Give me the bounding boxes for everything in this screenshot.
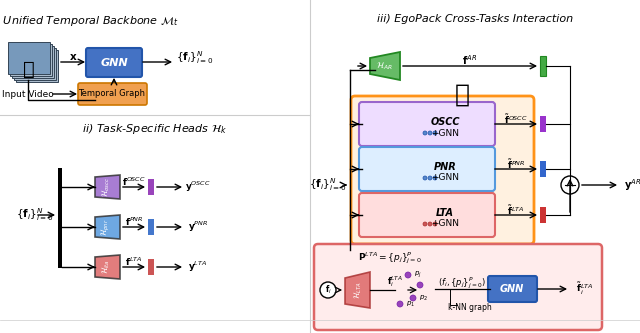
Text: $p_1$: $p_1$ (406, 299, 415, 309)
Text: $\left\{\mathbf{f}_i\right\}_{i=0}^{N}$: $\left\{\mathbf{f}_i\right\}_{i=0}^{N}$ (17, 206, 54, 223)
Bar (148, 219, 154, 235)
Text: iii) EgoPack Cross-Tasks Interaction: iii) EgoPack Cross-Tasks Interaction (377, 14, 573, 24)
FancyBboxPatch shape (359, 102, 495, 146)
FancyBboxPatch shape (488, 276, 537, 302)
Polygon shape (95, 175, 120, 199)
Circle shape (561, 176, 579, 194)
Text: $p_j$: $p_j$ (414, 270, 422, 280)
Text: $\tilde{\mathbf{f}}^{PNR}$: $\tilde{\mathbf{f}}^{PNR}$ (507, 157, 525, 171)
Bar (540, 56, 546, 76)
Text: OSCC: OSCC (430, 117, 460, 127)
Text: $\tilde{\mathbf{f}}^{OSCC}$: $\tilde{\mathbf{f}}^{OSCC}$ (504, 112, 528, 126)
Polygon shape (95, 255, 120, 279)
Bar (14, 48, 56, 80)
Text: $\mathbf{f}^{AR}$: $\mathbf{f}^{AR}$ (463, 53, 477, 67)
Text: 🎒: 🎒 (454, 83, 470, 107)
Polygon shape (95, 215, 120, 239)
Bar (148, 259, 154, 275)
Bar (540, 207, 546, 223)
Circle shape (423, 222, 427, 226)
FancyBboxPatch shape (351, 96, 534, 244)
Text: $\mathbf{f}^{LTA}$: $\mathbf{f}^{LTA}$ (125, 256, 143, 268)
Text: $\mathbf{y}^{PNR}$: $\mathbf{y}^{PNR}$ (188, 220, 208, 234)
Text: GNN: GNN (500, 284, 524, 294)
Polygon shape (370, 52, 400, 80)
Bar (16, 50, 58, 82)
Polygon shape (345, 272, 370, 308)
Circle shape (428, 131, 432, 135)
Text: +GNN: +GNN (431, 219, 459, 228)
Bar (148, 179, 154, 195)
Text: PNR: PNR (434, 162, 456, 172)
Text: $\tilde{\mathbf{f}}_i^{LTA}$: $\tilde{\mathbf{f}}_i^{LTA}$ (577, 281, 594, 297)
Circle shape (320, 282, 336, 298)
Text: $\mathbf{x}$: $\mathbf{x}$ (68, 52, 77, 62)
Bar (58, 168, 62, 268)
Text: k-NN graph: k-NN graph (448, 303, 492, 312)
Text: $\left\{\mathbf{f}_i\right\}_{i=0}^{N}$: $\left\{\mathbf{f}_i\right\}_{i=0}^{N}$ (177, 50, 214, 66)
Text: $(f_i, \{p_j\}_{j=0}^P)$: $(f_i, \{p_j\}_{j=0}^P)$ (438, 275, 486, 291)
Circle shape (423, 176, 427, 180)
Bar (540, 161, 546, 177)
Text: $\mathcal{H}_{oscc}$: $\mathcal{H}_{oscc}$ (100, 177, 112, 197)
Circle shape (433, 222, 437, 226)
FancyBboxPatch shape (86, 48, 142, 77)
Text: $\mathcal{H}_{pnr}$: $\mathcal{H}_{pnr}$ (100, 218, 112, 236)
Text: 🎬: 🎬 (22, 60, 35, 80)
Text: $\mathcal{H}_{AR}$: $\mathcal{H}_{AR}$ (376, 60, 392, 72)
Text: $\mathbf{y}^{LTA}$: $\mathbf{y}^{LTA}$ (188, 260, 207, 274)
Circle shape (423, 131, 427, 135)
Text: $\mathbf{f}_i^{LTA}$: $\mathbf{f}_i^{LTA}$ (387, 274, 403, 289)
Text: $\mathbf{f}^{PNR}$: $\mathbf{f}^{PNR}$ (125, 216, 143, 228)
Circle shape (428, 222, 432, 226)
Circle shape (410, 295, 416, 301)
Text: +GNN: +GNN (431, 129, 459, 138)
Circle shape (428, 176, 432, 180)
Text: $\mathbf{f}^{OSCC}$: $\mathbf{f}^{OSCC}$ (122, 176, 146, 188)
Text: $\tilde{\mathbf{f}}^{LTA}$: $\tilde{\mathbf{f}}^{LTA}$ (508, 203, 525, 217)
FancyBboxPatch shape (359, 193, 495, 237)
Bar (12, 46, 54, 78)
FancyBboxPatch shape (78, 83, 147, 105)
Bar (10, 44, 52, 76)
Text: $p_2$: $p_2$ (419, 293, 428, 303)
Text: GNN: GNN (100, 58, 128, 68)
Circle shape (417, 282, 423, 288)
Text: $\mathcal{H}_{lta}$: $\mathcal{H}_{lta}$ (100, 259, 112, 274)
Text: $\mathbf{y}^{AR}$: $\mathbf{y}^{AR}$ (625, 177, 640, 193)
FancyBboxPatch shape (314, 244, 602, 330)
Circle shape (433, 176, 437, 180)
FancyBboxPatch shape (359, 147, 495, 191)
Text: $\mathcal{H}_{LTA}$: $\mathcal{H}_{LTA}$ (352, 281, 364, 299)
Text: LTA: LTA (436, 208, 454, 218)
Text: Input Video: Input Video (2, 90, 54, 99)
Text: Temporal Graph: Temporal Graph (79, 90, 145, 99)
Text: +GNN: +GNN (431, 173, 459, 182)
Text: $\mathbf{f}_i$: $\mathbf{f}_i$ (324, 284, 332, 296)
Text: $\mathbf{y}^{OSCC}$: $\mathbf{y}^{OSCC}$ (185, 180, 211, 194)
Text: $\mathbf{P}^{LTA}=\{p_j\}_{j=0}^{P}$: $\mathbf{P}^{LTA}=\{p_j\}_{j=0}^{P}$ (358, 250, 422, 266)
Text: $\left\{\mathbf{f}_i\right\}_{i=0}^{N}$: $\left\{\mathbf{f}_i\right\}_{i=0}^{N}$ (309, 176, 347, 193)
Bar (540, 116, 546, 132)
Text: i) Unified Temporal Backbone $\mathcal{M}_t$: i) Unified Temporal Backbone $\mathcal{M… (0, 14, 179, 28)
Circle shape (405, 272, 411, 278)
Text: ii) Task-Specific Heads $\mathcal{H}_k$: ii) Task-Specific Heads $\mathcal{H}_k$ (83, 122, 228, 136)
Circle shape (433, 131, 437, 135)
Bar (8, 42, 50, 74)
Circle shape (397, 301, 403, 307)
